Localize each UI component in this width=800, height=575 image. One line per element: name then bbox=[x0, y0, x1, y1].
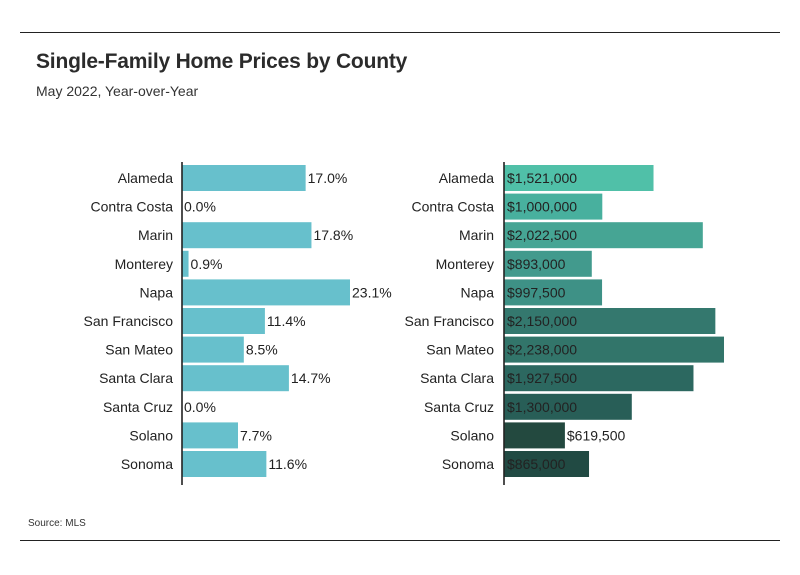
left-category-label: Contra Costa bbox=[91, 199, 174, 215]
left-value-label: 0.0% bbox=[184, 199, 216, 215]
left-value-label: 11.6% bbox=[268, 456, 307, 472]
right-bar bbox=[504, 222, 703, 249]
left-bar bbox=[182, 422, 238, 449]
right-category-label: Santa Cruz bbox=[424, 399, 494, 415]
right-value-label: $865,000 bbox=[507, 456, 566, 472]
right-category-label: Alameda bbox=[439, 170, 494, 186]
right-bar bbox=[504, 422, 565, 449]
right-chart-prices: Alameda $1,521,000 Contra Costa $1,000,000 M… bbox=[405, 162, 724, 485]
right-category-label: Napa bbox=[461, 284, 495, 300]
right-bar bbox=[504, 393, 632, 420]
right-bar bbox=[504, 451, 590, 477]
left-chart-yoy: Alameda 17.0% Contra Costa 0.0% Marin 17.8% Mo… bbox=[84, 162, 392, 485]
left-category-label: Santa Clara bbox=[99, 370, 173, 386]
right-category-label: San Francisco bbox=[405, 313, 495, 329]
top-rule bbox=[20, 32, 780, 33]
right-category-label: San Mateo bbox=[426, 342, 494, 358]
left-category-label: Alameda bbox=[118, 170, 173, 186]
right-category-label: Santa Clara bbox=[420, 370, 494, 386]
left-value-label: 23.1% bbox=[352, 284, 392, 300]
left-value-label: 0.9% bbox=[191, 256, 223, 272]
right-value-label: $997,500 bbox=[507, 284, 566, 300]
right-value-label: $2,022,500 bbox=[507, 227, 577, 243]
left-category-label: San Francisco bbox=[84, 313, 174, 329]
right-value-label: $619,500 bbox=[567, 427, 626, 443]
left-bar bbox=[182, 279, 350, 306]
left-category-label: Solano bbox=[129, 427, 173, 443]
right-category-label: Sonoma bbox=[442, 456, 494, 472]
right-value-label: $2,150,000 bbox=[507, 313, 577, 329]
left-category-label: Monterey bbox=[115, 256, 173, 272]
chart-title: Single-Family Home Prices by County bbox=[36, 50, 408, 73]
left-value-label: 17.0% bbox=[308, 170, 348, 186]
right-category-label: Solano bbox=[450, 427, 494, 443]
left-bar bbox=[182, 250, 189, 277]
right-category-label: Monterey bbox=[436, 256, 494, 272]
right-value-label: $1,000,000 bbox=[507, 199, 577, 215]
left-bar bbox=[182, 365, 289, 392]
right-bar bbox=[504, 336, 724, 363]
chart-subtitle: May 2022, Year-over-Year bbox=[36, 83, 199, 99]
right-bar bbox=[504, 193, 603, 220]
left-bar bbox=[182, 451, 267, 477]
left-value-label: 11.4% bbox=[267, 313, 306, 329]
left-value-label: 8.5% bbox=[246, 342, 278, 358]
left-category-label: Sonoma bbox=[121, 456, 173, 472]
left-category-label: Marin bbox=[138, 227, 173, 243]
right-value-label: $1,927,500 bbox=[507, 370, 577, 386]
bottom-rule bbox=[20, 540, 780, 541]
left-value-label: 0.0% bbox=[184, 399, 216, 415]
left-value-label: 7.7% bbox=[240, 427, 272, 443]
right-value-label: $1,521,000 bbox=[507, 170, 577, 186]
left-category-label: San Mateo bbox=[105, 342, 173, 358]
source-note: Source: MLS bbox=[28, 518, 86, 529]
left-bar bbox=[182, 165, 306, 191]
right-bar bbox=[504, 308, 716, 334]
left-bar bbox=[182, 336, 244, 363]
left-bar bbox=[182, 222, 312, 249]
right-value-label: $2,238,000 bbox=[507, 342, 577, 358]
right-bar bbox=[504, 250, 592, 277]
right-bar bbox=[504, 365, 694, 392]
right-bar bbox=[504, 279, 603, 306]
left-category-label: Napa bbox=[140, 284, 174, 300]
right-category-label: Contra Costa bbox=[412, 199, 495, 215]
right-value-label: $1,300,000 bbox=[507, 399, 577, 415]
right-category-label: Marin bbox=[459, 227, 494, 243]
right-value-label: $893,000 bbox=[507, 256, 566, 272]
left-value-label: 17.8% bbox=[313, 227, 353, 243]
left-category-label: Santa Cruz bbox=[103, 399, 173, 415]
left-value-label: 14.7% bbox=[291, 370, 331, 386]
left-bar bbox=[182, 308, 265, 334]
right-bar bbox=[504, 165, 654, 191]
